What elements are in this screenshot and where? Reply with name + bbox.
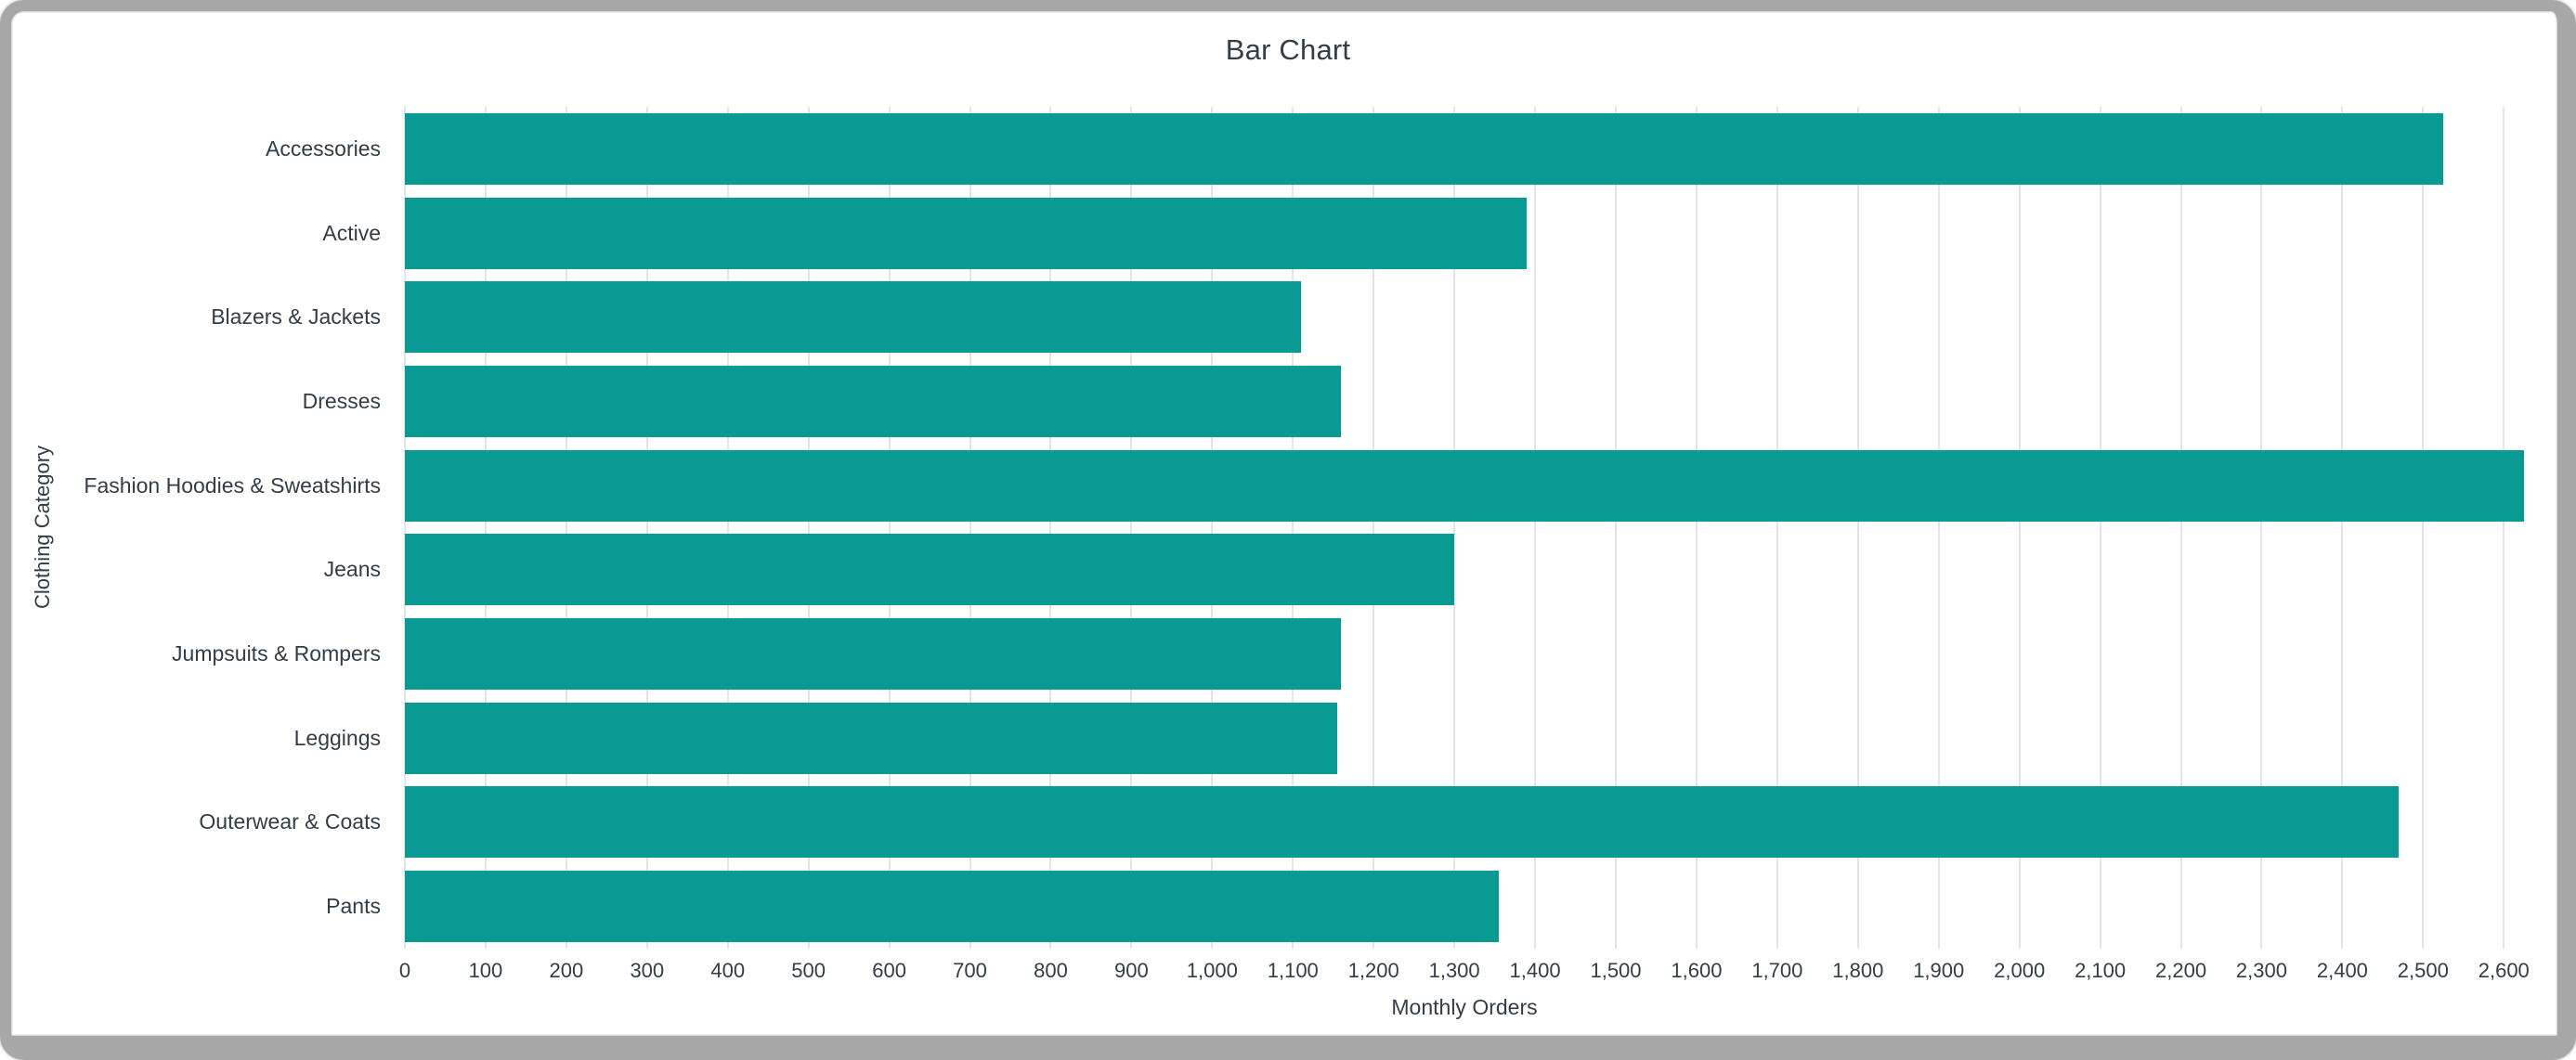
gridline-1100 [1292, 107, 1295, 949]
x-tick-label-1500: 1,500 [1590, 959, 1642, 982]
x-tick-label-1200: 1,200 [1347, 959, 1399, 982]
x-tick-label-2200: 2,200 [2155, 959, 2207, 982]
x-tick-label-2500: 2,500 [2397, 959, 2449, 982]
bar-jeans[interactable] [405, 534, 1455, 606]
x-tick-label-100: 100 [468, 959, 503, 982]
bar-outerwear-coats[interactable] [405, 786, 2400, 859]
y-tick-label-leggings: Leggings [293, 725, 381, 750]
gridline-1800 [1856, 107, 1859, 949]
bar-jumpsuits-rompers[interactable] [405, 618, 1342, 691]
x-tick-label-300: 300 [630, 959, 665, 982]
x-tick-label-0: 0 [398, 959, 411, 982]
x-tick-label-2400: 2,400 [2316, 959, 2368, 982]
y-tick-label-blazers-jackets: Blazers & Jackets [211, 304, 381, 330]
bar-leggings[interactable] [405, 702, 1338, 774]
bar-pants[interactable] [405, 871, 1499, 943]
bar-active[interactable] [405, 197, 1528, 269]
y-tick-label-active: Active [322, 220, 381, 245]
y-axis-title: Clothing Category [31, 445, 54, 610]
x-tick-label-400: 400 [710, 959, 746, 982]
gridline-600 [888, 107, 891, 949]
bar-fashion-hoodies-sweatshirts[interactable] [405, 449, 2524, 522]
gridline-100 [484, 107, 487, 949]
bar-blazers-jackets[interactable] [405, 281, 1301, 354]
x-axis-title: Monthly Orders [1391, 995, 1538, 1019]
gridline-2600 [2503, 107, 2505, 949]
x-tick-label-1700: 1,700 [1751, 959, 1803, 982]
x-tick-label-600: 600 [872, 959, 906, 982]
gridline-1400 [1534, 107, 1537, 949]
x-tick-label-700: 700 [953, 959, 987, 982]
gridline-1900 [1937, 107, 1940, 949]
y-tick-label-outerwear-coats: Outerwear & Coats [199, 809, 381, 834]
gridline-700 [969, 107, 971, 949]
gridline-1300 [1453, 107, 1456, 949]
x-tick-label-2100: 2,100 [2075, 959, 2127, 982]
x-tick-label-1000: 1,000 [1186, 959, 1238, 982]
y-tick-label-jumpsuits-rompers: Jumpsuits & Rompers [172, 641, 381, 666]
gridline-2400 [2341, 107, 2344, 949]
gridline-1700 [1776, 107, 1778, 949]
x-tick-label-1100: 1,100 [1267, 959, 1319, 982]
bar-dresses[interactable] [405, 365, 1342, 437]
x-tick-label-1600: 1,600 [1671, 959, 1723, 982]
y-tick-label-jeans: Jeans [323, 557, 381, 582]
x-tick-label-500: 500 [791, 959, 826, 982]
gridline-400 [726, 107, 729, 949]
x-tick-label-1900: 1,900 [1913, 959, 1965, 982]
gridline-900 [1130, 107, 1133, 949]
y-tick-label-fashion-hoodies-sweatshirts: Fashion Hoodies & Sweatshirts [84, 472, 381, 498]
gridline-1000 [1211, 107, 1214, 949]
gridline-800 [1049, 107, 1052, 949]
gridline-0 [404, 107, 406, 949]
y-tick-label-accessories: Accessories [266, 136, 381, 161]
chart-title: Bar Chart [1225, 33, 1351, 66]
gridline-1200 [1373, 107, 1375, 949]
bar-accessories[interactable] [405, 112, 2444, 185]
x-tick-label-2300: 2,300 [2235, 959, 2287, 982]
gridline-2100 [2099, 107, 2101, 949]
gridline-300 [645, 107, 648, 949]
gridline-200 [565, 107, 567, 949]
gridline-2300 [2260, 107, 2263, 949]
gridline-1600 [1695, 107, 1698, 949]
x-tick-label-200: 200 [549, 959, 584, 982]
y-tick-label-dresses: Dresses [302, 388, 381, 413]
gridline-1500 [1615, 107, 1617, 949]
plot-area [404, 107, 2524, 949]
gridline-500 [807, 107, 810, 949]
x-tick-label-2000: 2,000 [1994, 959, 2046, 982]
gridline-2500 [2422, 107, 2425, 949]
gridline-2200 [2179, 107, 2182, 949]
gridline-2000 [2018, 107, 2021, 949]
x-tick-label-1400: 1,400 [1509, 959, 1561, 982]
x-tick-label-1800: 1,800 [1832, 959, 1884, 982]
x-tick-label-800: 800 [1034, 959, 1068, 982]
x-tick-label-2600: 2,600 [2478, 959, 2530, 982]
y-tick-label-pants: Pants [326, 894, 381, 919]
x-tick-label-900: 900 [1114, 959, 1149, 982]
x-tick-label-1300: 1,300 [1428, 959, 1480, 982]
